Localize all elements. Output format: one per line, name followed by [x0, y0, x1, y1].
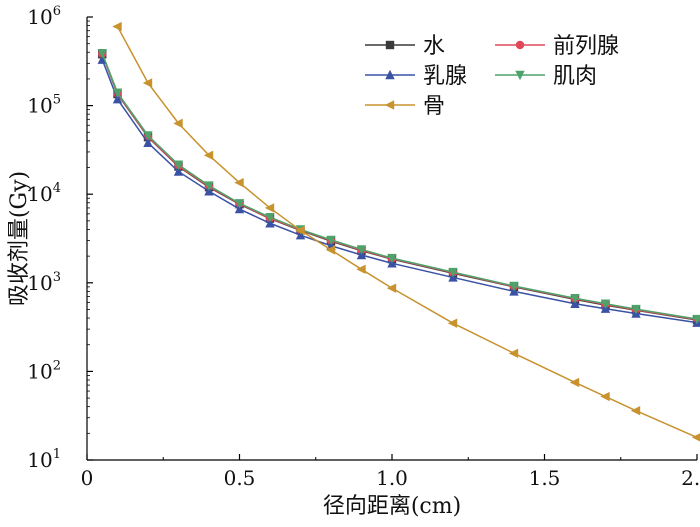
series-line	[101, 59, 698, 324]
legend-label: 前列腺	[553, 34, 619, 59]
x-axis-title: 径向距离(cm)	[323, 494, 461, 519]
data-point	[386, 283, 397, 293]
y-tick-label: 104	[27, 181, 61, 206]
x-tick-label: 0.5	[224, 466, 256, 490]
legend-item: 水	[365, 34, 445, 59]
data-point	[112, 88, 123, 98]
data-point	[691, 433, 700, 442]
x-tick-label: 1.5	[529, 466, 561, 490]
data-point	[356, 264, 366, 275]
y-tick-label: 106	[27, 4, 61, 29]
data-point	[569, 377, 580, 388]
legend-marker	[385, 69, 395, 80]
data-point	[570, 294, 580, 304]
y-tick-label: 102	[27, 358, 61, 383]
series-肌肉	[97, 49, 700, 325]
y-axis-title: 吸收剂量(Gy)	[7, 171, 32, 306]
data-point	[387, 253, 397, 264]
y-tick-label: 103	[27, 270, 61, 295]
legend-label: 骨	[423, 94, 445, 119]
x-tick-label: 1.0	[376, 466, 408, 490]
axes: 0 0.5 1.0 1.5 2.0 101 102 103 104 105 106	[27, 4, 700, 490]
data-point	[234, 177, 244, 188]
data-point	[112, 21, 122, 32]
legend-item: 前列腺	[495, 34, 619, 59]
data-point	[600, 299, 611, 309]
y-tick-label: 101	[27, 447, 61, 472]
data-point	[326, 235, 336, 246]
legend-marker	[384, 100, 395, 110]
legend-label: 乳腺	[423, 64, 467, 89]
data-point	[203, 150, 214, 160]
series-水	[98, 50, 700, 325]
data-point	[97, 54, 107, 64]
series-line	[116, 26, 698, 439]
legend-item: 肌肉	[495, 64, 597, 89]
data-point	[692, 314, 700, 325]
legend-label: 肌肉	[553, 64, 597, 89]
series-前列腺	[98, 49, 700, 324]
x-tick-label: 2.0	[681, 466, 700, 490]
data-point	[173, 118, 183, 129]
series-line	[101, 52, 698, 320]
legend-marker	[515, 70, 525, 81]
y-tick-label: 105	[27, 93, 61, 118]
data-point	[112, 94, 123, 104]
data-point	[265, 213, 275, 223]
legend-item: 骨	[365, 94, 445, 119]
legend-item: 乳腺	[365, 64, 467, 89]
data-point	[234, 203, 245, 214]
data-point	[143, 131, 153, 141]
data-point	[448, 267, 458, 278]
legend-marker	[385, 40, 395, 50]
series-骨	[112, 21, 700, 442]
data-point	[447, 318, 458, 328]
series-乳腺	[97, 54, 700, 327]
x-tick-label: 0	[81, 466, 94, 490]
data-point	[142, 78, 153, 88]
data-point	[265, 218, 275, 228]
data-point	[325, 245, 336, 255]
data-point	[97, 49, 107, 59]
data-point	[264, 203, 275, 213]
data-point	[630, 406, 641, 416]
data-point	[631, 304, 641, 315]
data-point	[600, 391, 610, 402]
series-line	[101, 53, 698, 321]
legend-label: 水	[423, 34, 445, 59]
data-point	[295, 225, 305, 236]
data-point	[143, 137, 153, 148]
data-point	[356, 245, 367, 255]
series-line	[101, 53, 698, 321]
data-point	[204, 181, 214, 191]
data-point	[173, 160, 184, 170]
data-point	[509, 281, 519, 292]
data-point	[508, 348, 519, 359]
plot-area	[97, 21, 700, 442]
data-point	[234, 199, 245, 209]
data-point	[173, 166, 184, 176]
legend-marker	[515, 40, 525, 50]
